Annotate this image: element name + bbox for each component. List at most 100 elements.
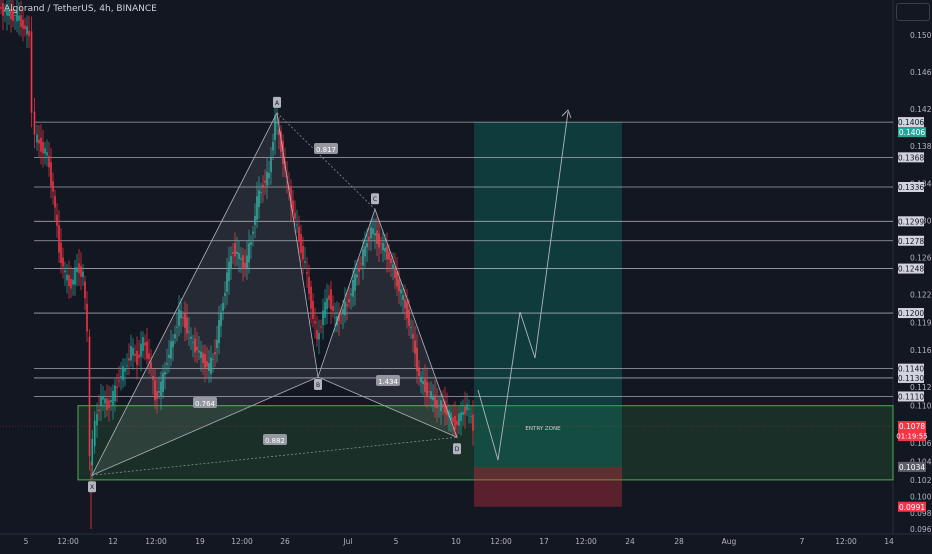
level-price-tag: [898, 363, 924, 374]
candle-body: [268, 172, 270, 179]
candle-body: [114, 385, 116, 402]
candle-body: [366, 242, 368, 248]
x-tick-label: 24: [625, 537, 635, 546]
candle-body: [22, 19, 24, 29]
candle-body: [432, 395, 434, 401]
candle-body: [140, 343, 142, 357]
x-tick-label: 12:00: [835, 537, 857, 546]
candle-body: [24, 25, 26, 30]
pattern-point-label: C: [373, 196, 377, 203]
candle-body: [102, 396, 104, 400]
candle-body: [96, 414, 98, 426]
candle-body: [316, 329, 318, 340]
candle-body: [18, 15, 20, 21]
candle-body: [248, 243, 250, 263]
candle-body: [62, 257, 64, 267]
candle-body: [26, 26, 28, 35]
ratio-label: 1.434: [378, 378, 399, 386]
candle-body: [450, 412, 452, 421]
candle-body: [394, 267, 396, 279]
ratio-label: 0.817: [316, 146, 336, 154]
candle-body: [378, 233, 380, 248]
candle-body: [290, 187, 292, 208]
top-right-widget-button[interactable]: [896, 3, 930, 21]
level-price-tag: [898, 308, 924, 319]
ratio-badge: [314, 143, 338, 154]
ratio-badge: [376, 375, 400, 386]
x-tick-label: 12:00: [145, 537, 167, 546]
x-tick-label: 10: [451, 537, 461, 546]
candle-body: [142, 337, 144, 351]
price-tag: [898, 461, 926, 472]
level-price-tag-label: 0.1336: [898, 183, 924, 192]
pattern-bcd-triangle: [317, 208, 458, 438]
candle-body: [136, 350, 138, 365]
candle-body: [276, 122, 278, 124]
candle-body: [164, 371, 166, 375]
candle-body: [340, 314, 342, 316]
candle-body: [8, 10, 10, 17]
candle-body: [414, 340, 416, 354]
candle-body: [300, 234, 302, 254]
candle-body: [270, 157, 272, 173]
candle-body: [66, 274, 68, 281]
level-price-tag-label: 0.1140: [898, 365, 924, 374]
candle-body: [470, 415, 472, 417]
candle-body: [58, 225, 60, 253]
candle-body: [202, 352, 204, 364]
candle-body: [152, 376, 154, 380]
candle-body: [56, 214, 58, 226]
candle-body: [236, 251, 238, 255]
candle-body: [410, 326, 412, 328]
candle-body: [348, 299, 350, 303]
candle-body: [266, 171, 268, 186]
price-tag-label: 0.0991: [899, 503, 925, 512]
candle-body: [192, 342, 194, 343]
candle-body: [144, 342, 146, 346]
candle-body: [88, 336, 91, 457]
candle-body: [16, 11, 18, 22]
candle-body: [370, 227, 372, 239]
candle-body: [68, 275, 70, 287]
candle-body: [448, 410, 450, 417]
candle-body: [0, 7, 2, 9]
candle-body: [12, 9, 14, 21]
candle-body: [178, 309, 180, 327]
projection-path: [477, 111, 569, 461]
candle-body: [376, 230, 378, 245]
pattern-point-label: D: [455, 446, 460, 453]
candle-body: [48, 155, 50, 168]
candle-body: [91, 438, 94, 466]
candle-body: [462, 411, 464, 415]
candle-body: [158, 391, 160, 393]
candle-body: [230, 256, 232, 269]
candle-body: [260, 192, 262, 194]
candle-body: [206, 361, 208, 367]
candle-body: [304, 261, 306, 263]
ratio-line-bd: [317, 376, 458, 438]
candle-body: [402, 295, 404, 301]
candle-body: [184, 313, 186, 328]
candle-body: [374, 233, 376, 236]
candle-body: [148, 353, 150, 360]
x-tick-label: 5: [394, 537, 399, 546]
candle-body: [194, 338, 196, 353]
candle-body: [224, 293, 226, 296]
price-tag-label: 0.1078: [899, 422, 925, 431]
candle-body: [360, 263, 362, 265]
candle-body: [46, 152, 48, 156]
candle-body: [210, 357, 212, 374]
candle-body: [246, 255, 248, 269]
candle-body: [328, 295, 330, 300]
candle-body: [172, 340, 174, 348]
candle-body: [406, 301, 408, 319]
